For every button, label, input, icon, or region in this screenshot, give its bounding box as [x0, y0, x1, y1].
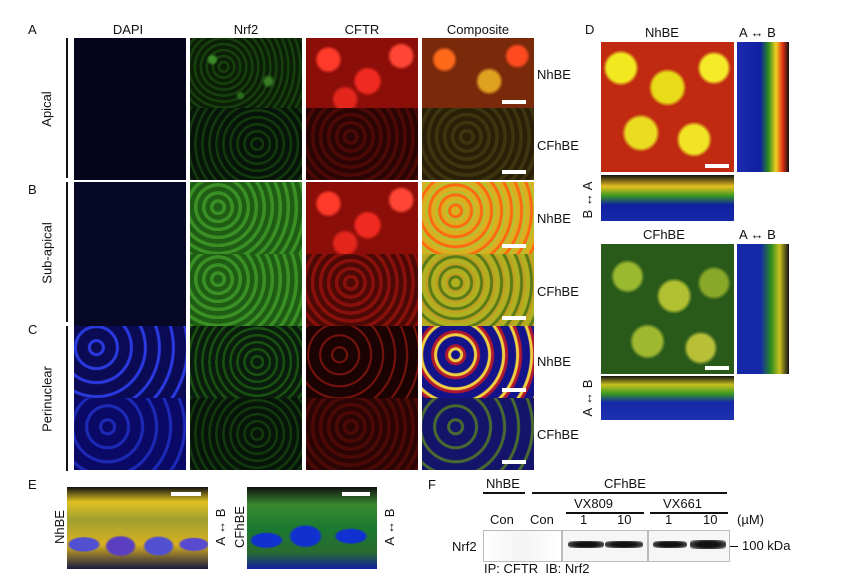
blot-group-nhbe: NhBE: [486, 476, 520, 491]
panel-label-b: B: [28, 182, 37, 197]
image-perinuclear-nhbe-nrf2: [190, 326, 302, 398]
scale-bar: [502, 388, 526, 392]
drug-line-vx661: [650, 512, 728, 514]
row-label-nhbe: NhBE: [537, 354, 571, 369]
image-subapical-cfhbe-dapi: [74, 254, 186, 326]
blot-drug-vx661: VX661: [663, 496, 703, 511]
image-perinuclear-cfhbe-nrf2: [190, 398, 302, 470]
lane-label: 1: [665, 512, 673, 527]
panel-d-axis-ba: B ↔ A: [580, 181, 595, 219]
lane-label: Con: [490, 512, 514, 527]
region-bar-perinuclear: [66, 326, 68, 471]
blot-band: [653, 541, 687, 548]
column-header-cftr: CFTR: [344, 22, 380, 37]
panel-d-title-cfhbe: CFhBE: [643, 227, 685, 242]
image-apical-cfhbe-cftr: [306, 108, 418, 180]
scale-bar: [502, 100, 526, 104]
image-perinuclear-nhbe-cftr: [306, 326, 418, 398]
lane-label: 10: [703, 512, 718, 527]
blot-group-cfhbe: CFhBE: [604, 476, 646, 491]
panel-d-axis-ab-vertical: A ↔ B: [580, 379, 595, 417]
panel-e-label-nhbe: NhBE: [52, 510, 67, 544]
group-line-cfhbe: [532, 492, 727, 494]
blot-drug-vx809: VX809: [574, 496, 614, 511]
image-apical-cfhbe-composite: [422, 108, 534, 180]
scale-bar: [502, 170, 526, 174]
image-subapical-cfhbe-cftr: [306, 254, 418, 326]
image-d-cfhbe-xz: [601, 376, 734, 420]
blot-band: [605, 541, 643, 548]
image-perinuclear-cfhbe-composite: [422, 398, 534, 470]
panel-d-title-nhbe: NhBE: [645, 25, 679, 40]
panel-label-a: A: [28, 22, 37, 37]
image-perinuclear-cfhbe-dapi: [74, 398, 186, 470]
image-subapical-nhbe-dapi: [74, 182, 186, 254]
panel-label-c: C: [28, 322, 38, 337]
row-label-cfhbe: CFhBE: [537, 284, 579, 299]
panel-label-e: E: [28, 477, 37, 492]
region-bar-apical: [66, 38, 68, 178]
panel-label-f: F: [428, 477, 436, 492]
panel-e-axis-right: A ↔ B: [382, 508, 397, 546]
image-subapical-nhbe-cftr: [306, 182, 418, 254]
column-header-composite: Composite: [446, 22, 510, 37]
column-header-dapi: DAPI: [112, 22, 144, 37]
panel-d-axis-ab-top: A ↔ B: [739, 25, 776, 40]
image-d-nhbe-xy: [601, 42, 734, 172]
scale-bar: [705, 164, 729, 168]
blot-row-label: Nrf2: [452, 539, 477, 554]
scale-bar: [502, 316, 526, 320]
row-label-cfhbe: CFhBE: [537, 427, 579, 442]
scale-bar: [502, 460, 526, 464]
lane-label: Con: [530, 512, 554, 527]
image-apical-nhbe-dapi: [74, 38, 186, 110]
row-label-nhbe: NhBE: [537, 211, 571, 226]
panel-e-axis-left: A ↔ B: [213, 508, 228, 546]
marker-tick: [730, 546, 738, 547]
image-subapical-cfhbe-nrf2: [190, 254, 302, 326]
unit-label: (µM): [737, 512, 764, 527]
image-apical-nhbe-composite: [422, 38, 534, 110]
scale-bar: [705, 366, 729, 370]
blot-band: [568, 541, 604, 548]
image-perinuclear-nhbe-composite: [422, 326, 534, 398]
lane-label: 10: [617, 512, 632, 527]
image-subapical-cfhbe-composite: [422, 254, 534, 326]
image-subapical-nhbe-nrf2: [190, 182, 302, 254]
drug-line-vx809: [566, 512, 644, 514]
image-perinuclear-nhbe-dapi: [74, 326, 186, 398]
image-e-nhbe: [67, 487, 208, 569]
image-apical-cfhbe-nrf2: [190, 108, 302, 180]
image-d-nhbe-yz: [737, 42, 789, 172]
blot-band: [690, 540, 726, 549]
scale-bar: [502, 244, 526, 248]
row-label-cfhbe: CFhBE: [537, 138, 579, 153]
marker-label: 100 kDa: [742, 538, 791, 553]
panel-label-d: D: [585, 22, 595, 37]
row-label-nhbe: NhBE: [537, 67, 571, 82]
image-perinuclear-cfhbe-cftr: [306, 398, 418, 470]
image-apical-cfhbe-dapi: [74, 108, 186, 180]
image-apical-nhbe-nrf2: [190, 38, 302, 110]
image-subapical-nhbe-composite: [422, 182, 534, 254]
group-line-nhbe: [483, 492, 525, 494]
scale-bar: [171, 492, 201, 496]
panel-d-axis-ab-bottom: A ↔ B: [739, 227, 776, 242]
image-e-cfhbe: [247, 487, 377, 569]
image-apical-nhbe-cftr: [306, 38, 418, 110]
image-d-cfhbe-yz: [737, 244, 789, 374]
region-bar-subapical: [66, 182, 68, 322]
region-label-subapical: Sub-apical: [39, 222, 55, 284]
scale-bar: [342, 492, 370, 496]
image-d-nhbe-xz: [601, 175, 734, 221]
region-label-apical: Apical: [39, 91, 54, 127]
blot-footer: IP: CFTR IB: Nrf2: [484, 561, 590, 576]
region-label-perinuclear: Perinuclear: [39, 366, 55, 432]
column-header-nrf2: Nrf2: [233, 22, 259, 37]
image-d-cfhbe-xy: [601, 244, 734, 374]
lane-label: 1: [580, 512, 588, 527]
blot-strip-1: [483, 530, 562, 562]
panel-e-label-cfhbe: CFhBE: [232, 506, 247, 548]
